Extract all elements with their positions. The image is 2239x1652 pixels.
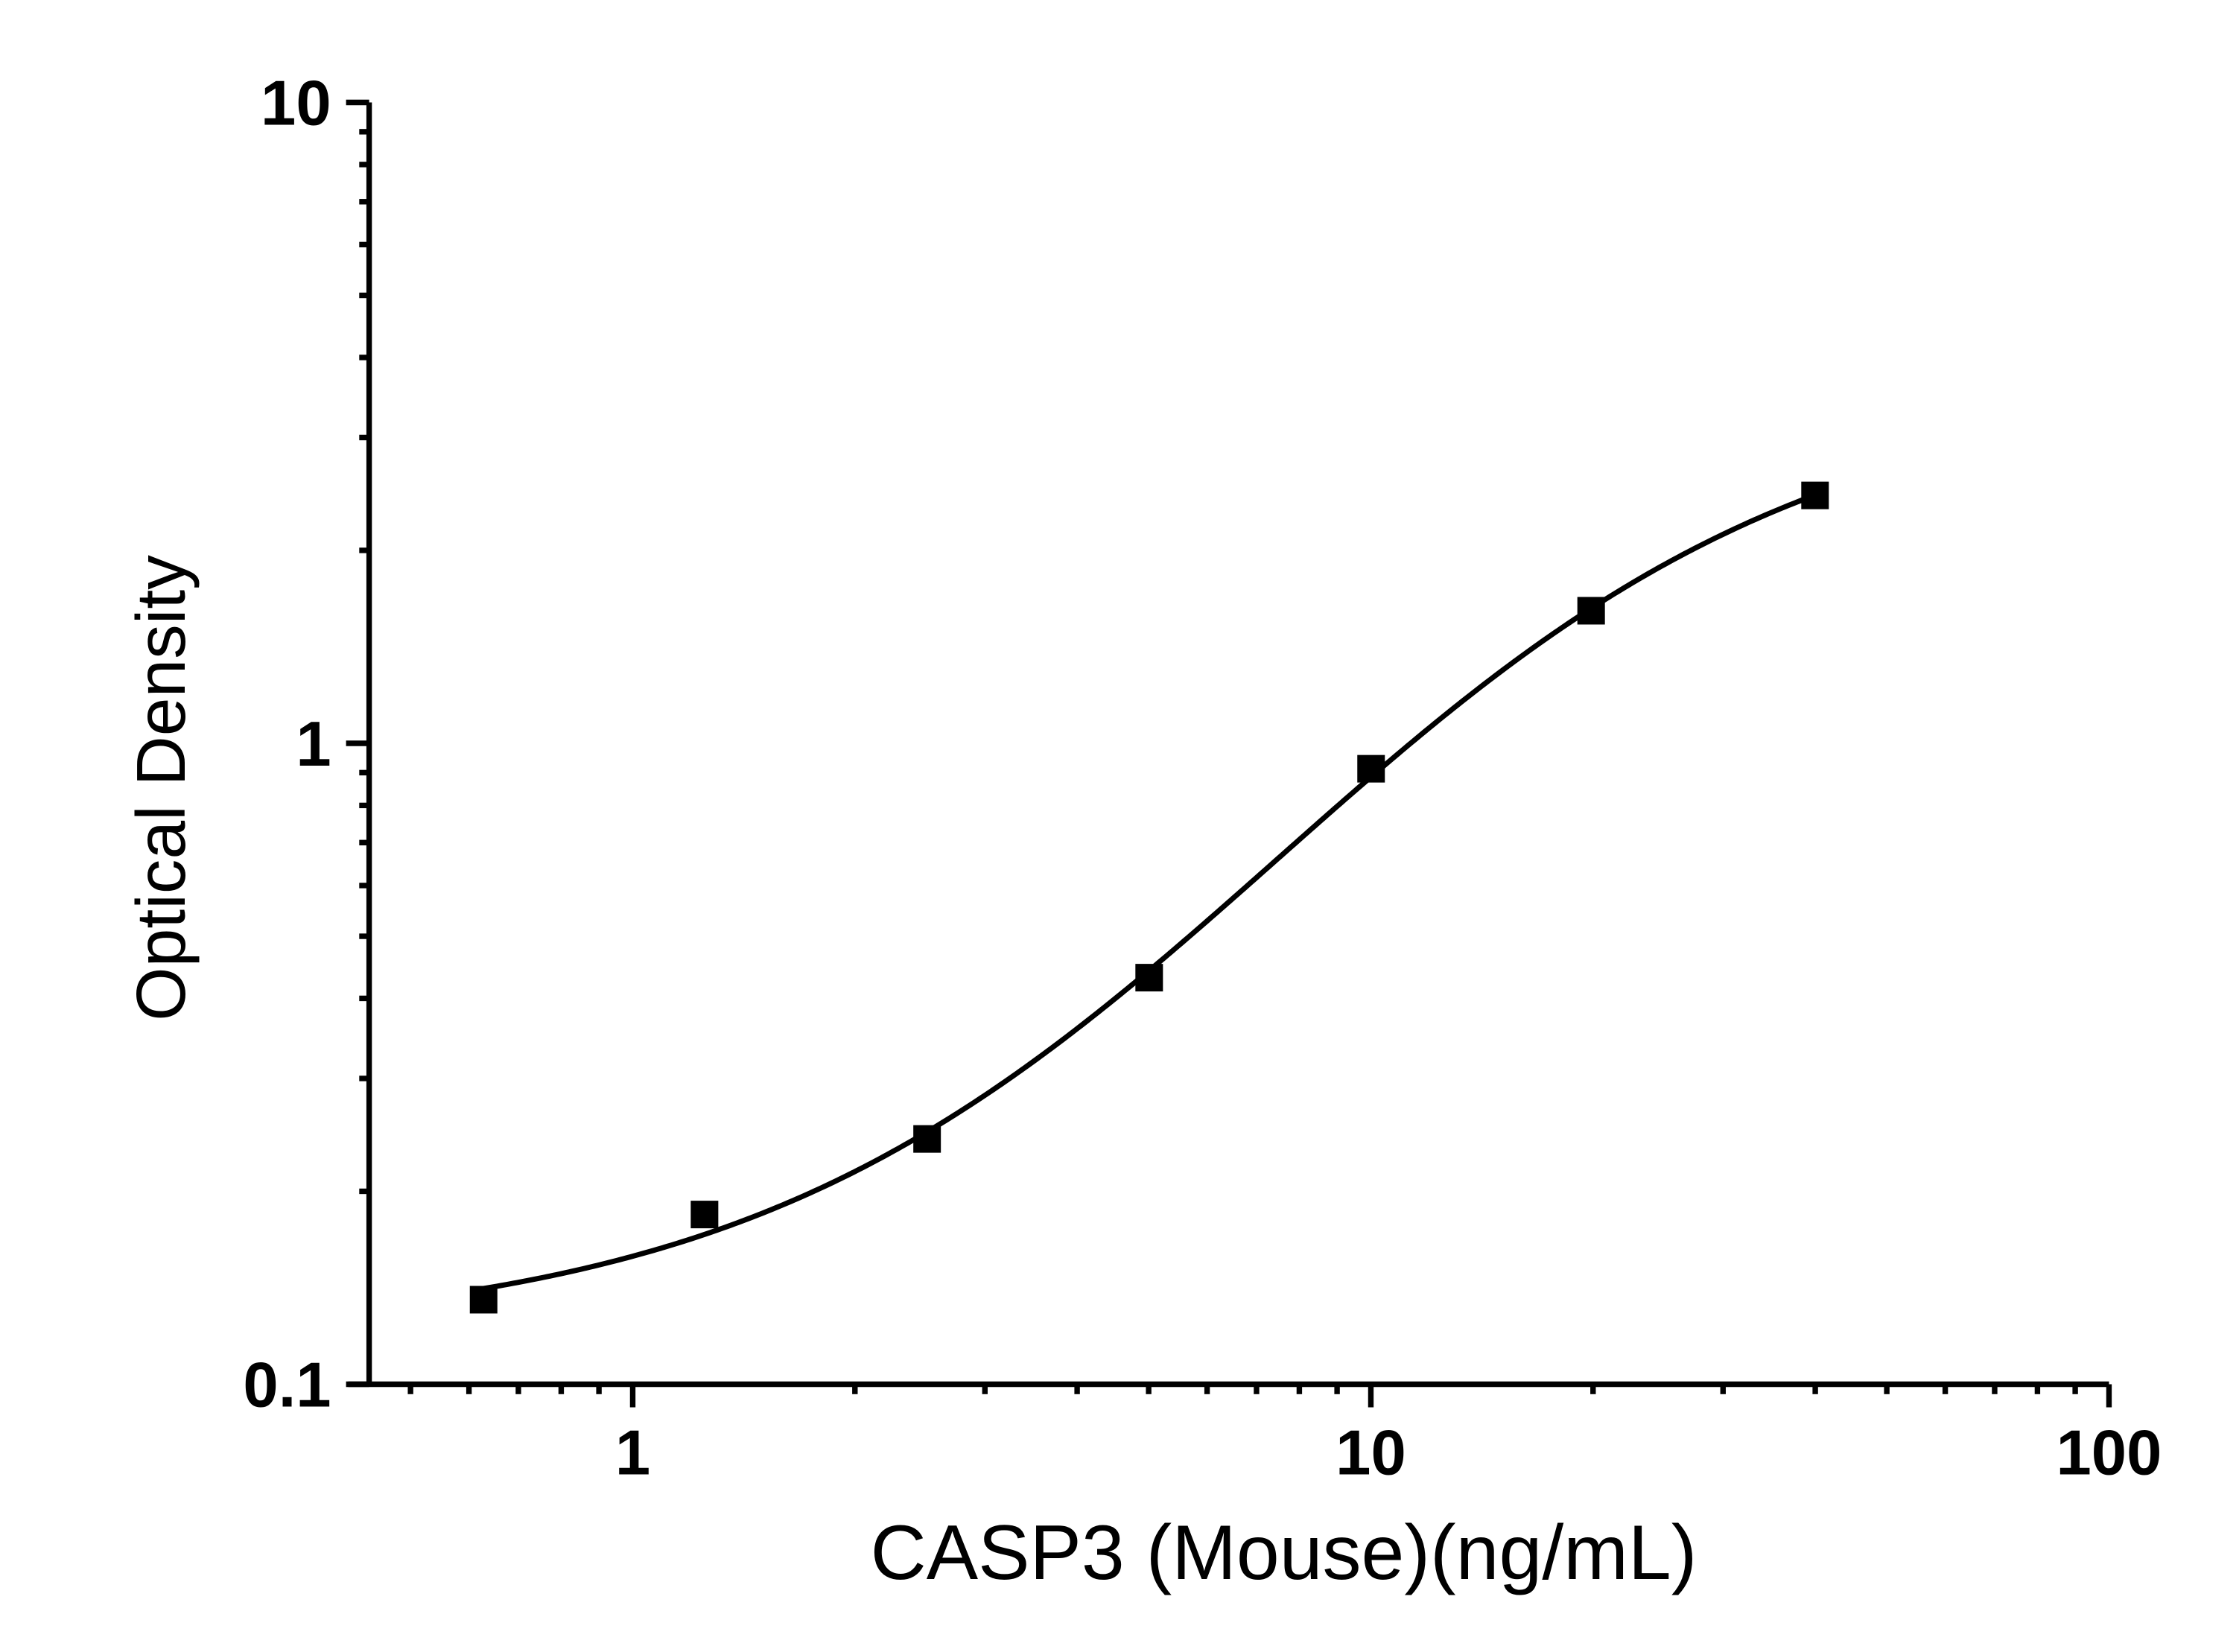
svg-text:1: 1 xyxy=(296,709,331,780)
svg-text:CASP3 (Mouse)(ng/mL): CASP3 (Mouse)(ng/mL) xyxy=(871,1510,1697,1596)
svg-text:0.1: 0.1 xyxy=(243,1350,331,1421)
svg-text:1: 1 xyxy=(615,1418,650,1489)
svg-text:100: 100 xyxy=(2057,1418,2162,1489)
svg-text:10: 10 xyxy=(261,69,331,139)
svg-text:10: 10 xyxy=(1336,1418,1406,1489)
svg-text:Optical Density: Optical Density xyxy=(122,555,200,1021)
